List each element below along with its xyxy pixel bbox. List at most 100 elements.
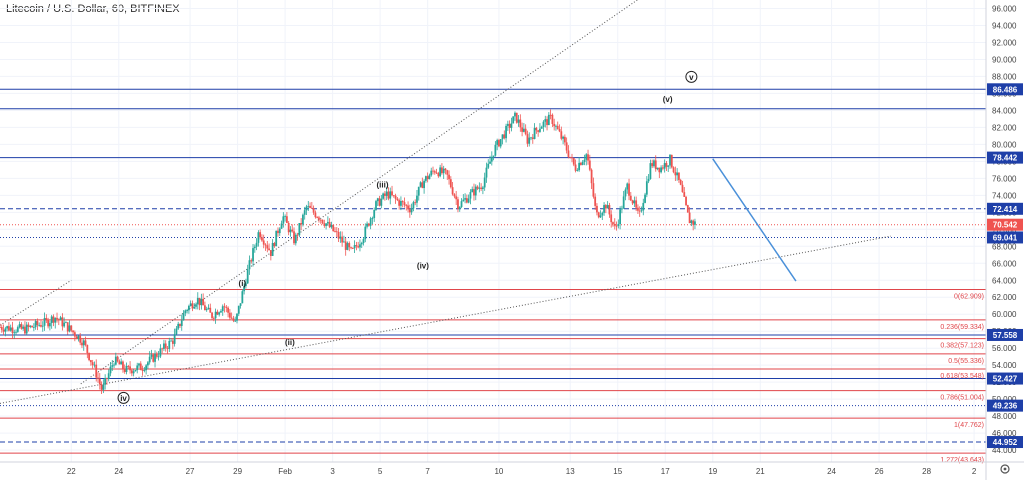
candle-body xyxy=(526,134,529,144)
candle-body xyxy=(580,162,582,165)
candle-body xyxy=(95,364,98,378)
candle-body xyxy=(129,366,131,371)
candle-body xyxy=(594,196,597,206)
candle-body xyxy=(278,228,281,234)
candle-body xyxy=(692,220,695,225)
candle-body xyxy=(515,112,518,123)
y-tick-label: 88.000 xyxy=(992,72,1017,81)
candle-body xyxy=(70,325,73,331)
candle-body xyxy=(98,378,101,385)
candle-body xyxy=(159,348,162,357)
candle-body xyxy=(558,129,561,132)
y-tick-label: 48.000 xyxy=(992,412,1017,421)
candle-body xyxy=(524,128,527,135)
x-tick-label: 3 xyxy=(330,467,335,476)
candle-body xyxy=(22,326,25,329)
candle-body xyxy=(353,245,356,249)
candle-body xyxy=(273,242,276,247)
candle-body xyxy=(433,171,436,173)
candle-body xyxy=(332,224,335,232)
price-tag-label: 70.542 xyxy=(993,221,1018,230)
candle-body xyxy=(252,248,254,262)
candle-body xyxy=(446,170,449,175)
candle-body xyxy=(163,343,165,349)
candle-body xyxy=(59,317,62,321)
candle-body xyxy=(604,205,607,209)
x-tick-label: 26 xyxy=(875,467,884,476)
candle-body xyxy=(57,319,60,321)
candle-body xyxy=(592,183,595,197)
candle-body xyxy=(102,384,105,390)
candle-body xyxy=(326,221,329,224)
candle-body xyxy=(268,248,270,251)
candle-body xyxy=(685,196,687,206)
candle-body xyxy=(302,214,304,225)
candle-body xyxy=(241,291,244,304)
candle-body xyxy=(487,163,490,168)
candle-body xyxy=(628,183,630,196)
candle-body xyxy=(2,329,5,332)
x-tick-label: 17 xyxy=(661,467,670,476)
candle-body xyxy=(482,187,484,189)
x-tick-label: 27 xyxy=(186,467,195,476)
candle-body xyxy=(234,320,237,322)
price-tag-label: 44.952 xyxy=(993,438,1018,447)
wave-label: v xyxy=(689,73,694,82)
candle-body xyxy=(530,137,532,139)
candle-body xyxy=(65,322,67,324)
candle-body xyxy=(189,303,192,306)
candle-body xyxy=(125,366,128,372)
candle-body xyxy=(72,330,74,333)
y-tick-label: 56.000 xyxy=(992,344,1017,353)
candle-body xyxy=(237,305,240,314)
candle-body xyxy=(686,205,689,213)
candle-body xyxy=(444,168,447,171)
candle-body xyxy=(343,241,345,243)
candle-body xyxy=(375,201,377,210)
candle-body xyxy=(36,321,39,326)
candle-body xyxy=(123,368,126,372)
candle-body xyxy=(439,167,442,177)
y-tick-label: 46.000 xyxy=(992,429,1017,438)
candle-body xyxy=(134,370,137,372)
y-tick-label: 84.000 xyxy=(992,106,1017,115)
candle-body xyxy=(603,205,605,213)
candle-body xyxy=(164,343,167,349)
candle-body xyxy=(565,142,568,151)
price-tag-label: 57.558 xyxy=(993,331,1018,340)
candle-body xyxy=(551,114,554,124)
candle-body xyxy=(243,286,246,292)
candle-body xyxy=(416,195,418,203)
candle-body xyxy=(435,172,438,174)
candle-body xyxy=(232,318,235,321)
candle-body xyxy=(467,198,470,203)
candle-body xyxy=(376,198,379,202)
price-tag xyxy=(987,328,1023,341)
candle-body xyxy=(651,163,654,167)
candle-body xyxy=(492,155,495,157)
candle-body xyxy=(82,340,85,346)
gear-icon[interactable] xyxy=(1000,464,1010,474)
candle-body xyxy=(587,154,589,161)
candle-body xyxy=(670,154,673,168)
candle-body xyxy=(546,119,548,126)
y-tick-label: 82.000 xyxy=(992,123,1017,132)
candle-body xyxy=(637,207,639,211)
candle-body xyxy=(303,210,306,215)
candle-body xyxy=(148,356,151,363)
x-tick-label: 29 xyxy=(233,467,242,476)
candle-body xyxy=(585,154,588,160)
candle-body xyxy=(75,336,78,340)
candle-body xyxy=(271,242,274,256)
candle-body xyxy=(506,123,509,126)
x-tick-label: 2 xyxy=(972,467,977,476)
candle-body xyxy=(576,170,579,171)
price-candles xyxy=(0,109,696,395)
candle-body xyxy=(228,312,231,318)
candle-body xyxy=(544,119,547,122)
candle-body xyxy=(562,136,564,139)
candle-body xyxy=(287,222,290,233)
candle-body xyxy=(660,167,662,173)
candle-body xyxy=(86,344,89,353)
